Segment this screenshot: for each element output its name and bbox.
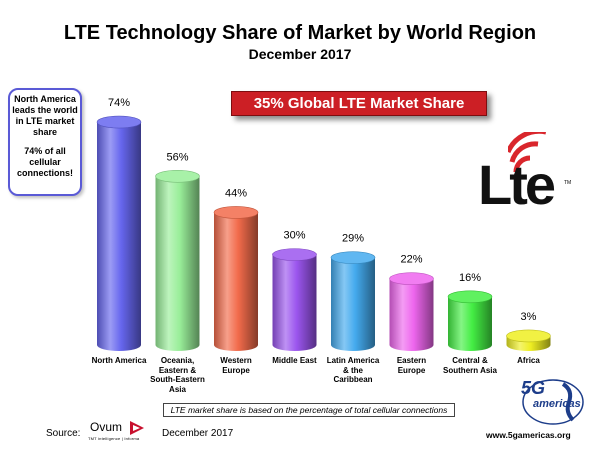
category-label: Africa xyxy=(517,356,540,365)
bar-cap xyxy=(155,170,200,183)
category-label: Middle East xyxy=(272,356,317,365)
lte-logo-word: Lte xyxy=(478,153,556,216)
ovum-mark-icon xyxy=(130,421,144,435)
bar-cap xyxy=(447,290,493,304)
lte-logo: Lte TM xyxy=(478,132,574,224)
signal-waves-icon xyxy=(508,132,546,173)
ovum-logo-name: Ovum xyxy=(90,420,123,434)
value-label: 29% xyxy=(342,233,364,245)
bar-body xyxy=(331,257,375,351)
website-link[interactable]: www.5gamericas.org xyxy=(486,430,571,440)
bar-cap xyxy=(389,272,434,286)
value-label: 22% xyxy=(400,254,422,266)
bar-body xyxy=(272,254,317,351)
bar-cap xyxy=(213,206,259,219)
chart-subtitle: December 2017 xyxy=(248,46,352,62)
category-label: Latin America & the Caribbean xyxy=(326,356,380,384)
category-label: North America xyxy=(91,356,147,365)
chart-title: LTE Technology Share of Market by World … xyxy=(63,22,537,44)
category-label: Central & Southern Asia xyxy=(443,356,497,375)
bar-body xyxy=(155,176,200,351)
lte-logo-tm: TM xyxy=(564,180,572,186)
bar-cap xyxy=(330,251,376,264)
value-label: 16% xyxy=(459,272,481,284)
source-date: December 2017 xyxy=(162,428,234,439)
footnote: LTE market share is based on the percent… xyxy=(163,403,455,417)
bar-body xyxy=(97,122,141,351)
callout-detail: 74% of all cellular connections! xyxy=(16,146,73,178)
category-label: Western Europe xyxy=(220,356,252,375)
bar-body xyxy=(448,296,492,351)
bar-3 xyxy=(213,206,259,351)
value-label: 3% xyxy=(521,311,537,323)
bar-cap xyxy=(272,248,317,261)
bar-4 xyxy=(272,248,317,351)
5g-americas-logo-small: americas xyxy=(533,398,581,410)
bar-7 xyxy=(447,290,493,351)
value-label: 30% xyxy=(283,230,305,242)
5g-americas-logo: 5G americas xyxy=(507,376,587,428)
bar-6 xyxy=(389,272,434,351)
value-label: 56% xyxy=(166,151,188,163)
ovum-logo-tagline: TMT intelligence | Informa xyxy=(88,436,140,441)
ovum-logo: Ovum TMT intelligence | Informa xyxy=(84,419,154,447)
bar-8 xyxy=(506,329,551,351)
global-share-banner: 35% Global LTE Market Share xyxy=(231,91,487,116)
bar-body xyxy=(389,278,434,351)
category-label: Eastern Europe xyxy=(396,356,427,375)
value-label: 44% xyxy=(225,187,247,199)
bar-body xyxy=(214,212,258,351)
5g-americas-logo-big: 5G xyxy=(521,378,546,398)
bar-5 xyxy=(330,251,376,351)
globe-map-icon xyxy=(522,379,584,425)
bar-1 xyxy=(96,115,142,351)
north-america-callout: North America leads the world in LTE mar… xyxy=(8,88,82,196)
bar-cap xyxy=(506,329,551,343)
category-label: Oceania, Eastern & South-Eastern Asia xyxy=(150,356,205,394)
source-label: Source: xyxy=(46,428,81,439)
callout-headline: North America leads the world in LTE mar… xyxy=(12,94,78,137)
bar-cap xyxy=(96,115,142,129)
bar-2 xyxy=(155,170,200,351)
value-label: 74% xyxy=(108,97,130,109)
